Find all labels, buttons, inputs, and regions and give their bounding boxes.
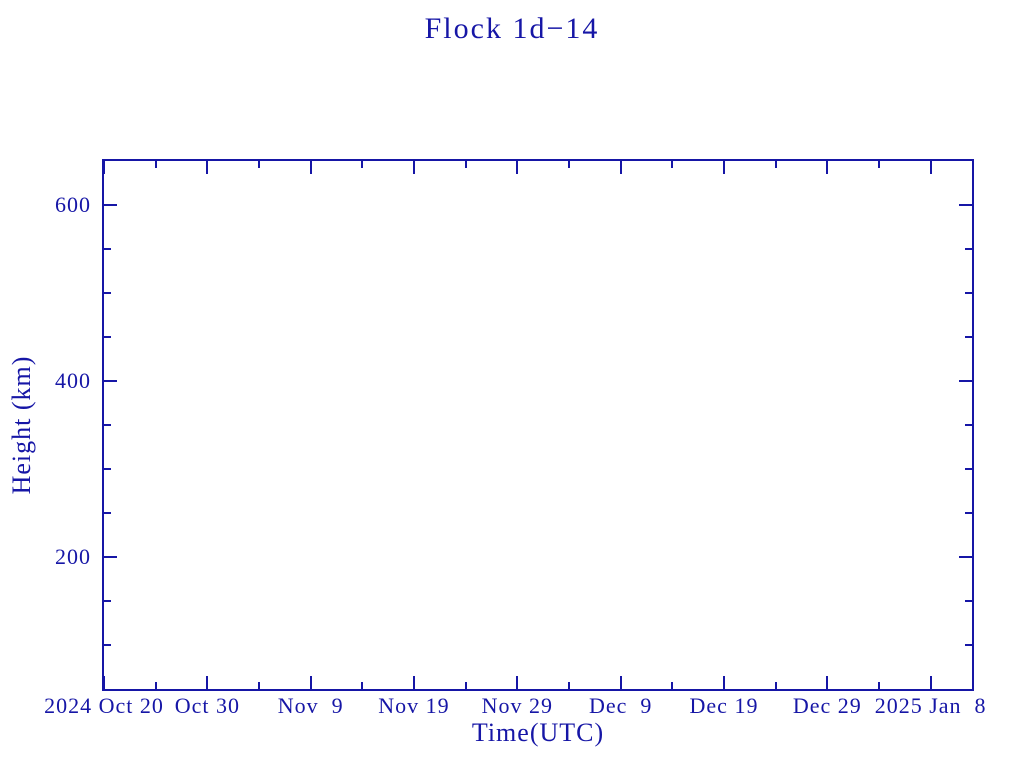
y-major-tick	[104, 380, 117, 382]
x-tick-label: Nov 19	[378, 693, 450, 718]
x-major-tick	[309, 676, 312, 689]
x-major-tick	[929, 161, 932, 174]
y-minor-tick	[965, 512, 972, 514]
y-minor-tick	[104, 248, 111, 250]
y-major-tick	[959, 380, 972, 382]
x-minor-tick	[568, 682, 570, 689]
x-minor-tick	[774, 161, 777, 168]
x-major-tick	[206, 676, 209, 689]
x-minor-tick	[568, 161, 570, 168]
x-minor-tick	[464, 682, 467, 689]
x-tick-label: Nov 29	[481, 693, 554, 718]
y-minor-tick	[104, 424, 111, 426]
x-minor-tick	[464, 161, 467, 168]
x-minor-tick	[671, 682, 674, 689]
x-major-tick	[103, 161, 105, 174]
x-minor-tick	[878, 161, 880, 168]
x-major-tick	[413, 676, 415, 689]
x-tick-label: 2025 Jan 8	[874, 693, 987, 718]
y-minor-tick	[965, 424, 972, 426]
x-minor-tick	[671, 161, 674, 168]
x-major-tick	[723, 161, 725, 174]
x-tick-label: Dec 9	[588, 693, 653, 718]
x-major-tick	[309, 161, 312, 174]
y-axis-title: Height (km)	[7, 355, 36, 495]
y-minor-tick	[104, 468, 111, 470]
y-minor-tick	[965, 600, 972, 602]
y-major-tick	[959, 556, 972, 558]
y-minor-tick	[104, 292, 111, 294]
chart-title: Flock 1d−14	[424, 12, 600, 45]
x-major-tick	[206, 161, 209, 174]
y-major-tick	[104, 556, 117, 558]
x-major-tick	[619, 676, 622, 689]
y-tick-label: 600	[55, 192, 91, 217]
y-minor-tick	[965, 644, 972, 646]
y-minor-tick	[104, 336, 111, 338]
x-tick-label: Nov 9	[277, 693, 344, 718]
x-minor-tick	[258, 161, 260, 168]
x-major-tick	[103, 676, 105, 689]
x-minor-tick	[878, 682, 880, 689]
y-tick-label: 200	[55, 544, 91, 569]
y-minor-tick	[104, 600, 111, 602]
x-minor-tick	[361, 161, 364, 168]
y-minor-tick	[965, 336, 972, 338]
y-minor-tick	[104, 512, 111, 514]
x-major-tick	[929, 676, 932, 689]
plot-box	[102, 159, 974, 691]
y-tick-label: 400	[55, 368, 91, 393]
x-tick-label: Dec 29	[792, 693, 862, 718]
x-minor-tick	[361, 682, 364, 689]
x-major-tick	[516, 161, 519, 174]
x-major-tick	[413, 161, 415, 174]
x-tick-label: Dec 19	[689, 693, 759, 718]
x-major-tick	[619, 161, 622, 174]
y-minor-tick	[965, 468, 972, 470]
x-major-tick	[516, 676, 519, 689]
x-minor-tick	[154, 161, 157, 168]
x-major-tick	[723, 676, 725, 689]
y-major-tick	[104, 204, 117, 206]
x-axis-title: Time(UTC)	[471, 718, 605, 747]
y-minor-tick	[104, 644, 111, 646]
x-major-tick	[826, 676, 829, 689]
x-tick-label: 2024 Oct 20	[44, 693, 164, 718]
y-major-tick	[959, 204, 972, 206]
y-minor-tick	[965, 248, 972, 250]
x-major-tick	[826, 161, 829, 174]
x-minor-tick	[154, 682, 157, 689]
y-minor-tick	[965, 292, 972, 294]
x-tick-label: Oct 30	[174, 693, 240, 718]
x-minor-tick	[258, 682, 260, 689]
x-minor-tick	[774, 682, 777, 689]
